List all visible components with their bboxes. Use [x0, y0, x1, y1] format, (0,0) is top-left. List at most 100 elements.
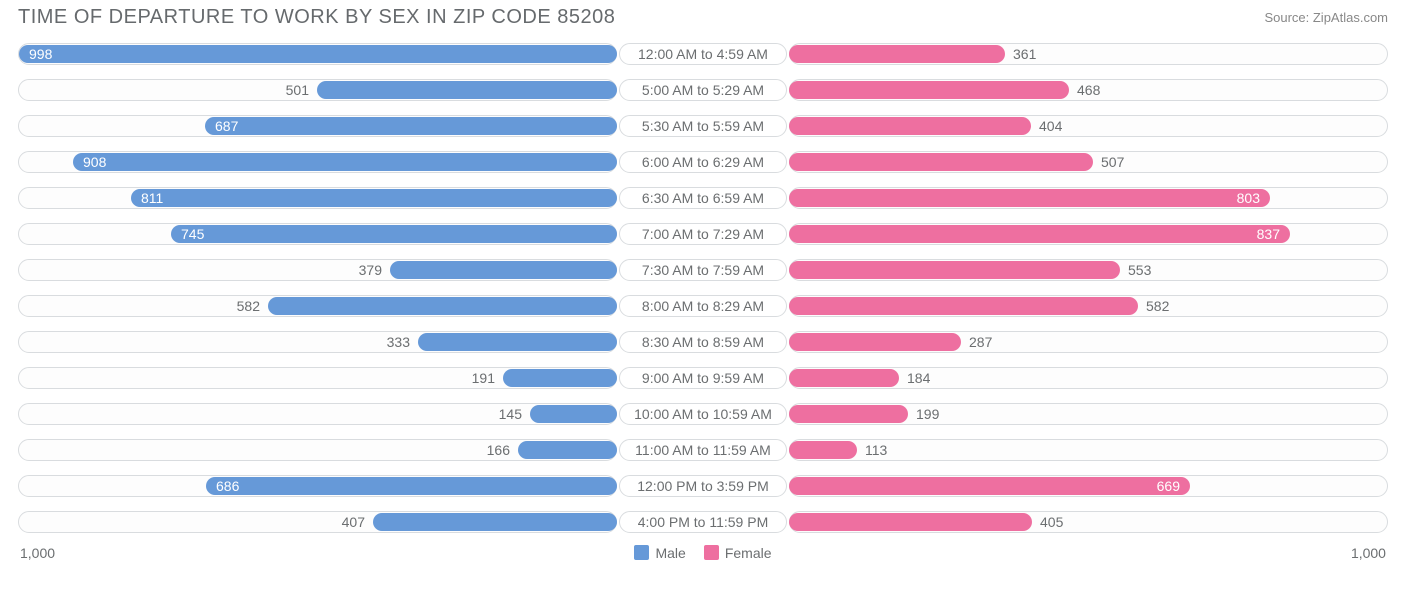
value-male: 686 — [216, 471, 243, 501]
track-left — [18, 403, 617, 425]
chart-row: 501 468 5:00 AM to 5:29 AM — [18, 75, 1388, 105]
chart-row: 998 361 12:00 AM to 4:59 AM — [18, 39, 1388, 69]
axis-left-label: 1,000 — [20, 545, 55, 561]
category-pill: 12:00 PM to 3:59 PM — [619, 475, 787, 497]
value-female: 803 — [1233, 183, 1260, 213]
value-female: 468 — [1077, 75, 1100, 105]
chart-row: 145 199 10:00 AM to 10:59 AM — [18, 399, 1388, 429]
bar-female — [789, 405, 908, 423]
title-row: TIME OF DEPARTURE TO WORK BY SEX IN ZIP … — [0, 0, 1406, 39]
legend-label-male: Male — [655, 545, 685, 561]
bar-female — [789, 369, 899, 387]
category-pill: 9:00 AM to 9:59 AM — [619, 367, 787, 389]
value-female: 507 — [1101, 147, 1124, 177]
category-pill: 5:30 AM to 5:59 AM — [619, 115, 787, 137]
value-female: 837 — [1253, 219, 1280, 249]
bar-male — [268, 297, 617, 315]
value-female: 113 — [865, 435, 887, 465]
bar-male — [19, 45, 617, 63]
value-female: 361 — [1013, 39, 1036, 69]
value-male: 998 — [29, 39, 56, 69]
value-male: 582 — [237, 291, 260, 321]
category-pill: 8:30 AM to 8:59 AM — [619, 331, 787, 353]
chart-row: 333 287 8:30 AM to 8:59 AM — [18, 327, 1388, 357]
bar-male — [73, 153, 617, 171]
chart-title: TIME OF DEPARTURE TO WORK BY SEX IN ZIP … — [18, 6, 615, 29]
legend-swatch-female — [704, 545, 719, 560]
bar-male — [131, 189, 617, 207]
bar-male — [205, 117, 617, 135]
category-pill: 4:00 PM to 11:59 PM — [619, 511, 787, 533]
bar-female — [789, 189, 1270, 207]
bar-female — [789, 81, 1069, 99]
value-female: 582 — [1146, 291, 1169, 321]
legend-label-female: Female — [725, 545, 772, 561]
bar-female — [789, 261, 1120, 279]
value-female: 553 — [1128, 255, 1151, 285]
bar-male — [171, 225, 617, 243]
category-pill: 7:00 AM to 7:29 AM — [619, 223, 787, 245]
value-male: 811 — [141, 183, 167, 213]
value-female: 199 — [916, 399, 939, 429]
value-male: 687 — [215, 111, 242, 141]
value-male: 407 — [342, 507, 365, 537]
category-pill: 7:30 AM to 7:59 AM — [619, 259, 787, 281]
chart-row: 582 582 8:00 AM to 8:29 AM — [18, 291, 1388, 321]
category-pill: 11:00 AM to 11:59 AM — [619, 439, 787, 461]
bar-male — [317, 81, 617, 99]
value-male: 908 — [83, 147, 110, 177]
bar-male — [206, 477, 617, 495]
value-male: 191 — [472, 363, 495, 393]
bar-female — [789, 45, 1005, 63]
value-male: 145 — [499, 399, 522, 429]
category-pill: 8:00 AM to 8:29 AM — [619, 295, 787, 317]
chart-row: 407 405 4:00 PM to 11:59 PM — [18, 507, 1388, 537]
bar-female — [789, 297, 1138, 315]
axis-right-label: 1,000 — [1351, 545, 1386, 561]
bar-male — [530, 405, 617, 423]
value-male: 379 — [359, 255, 382, 285]
legend-item-male: Male — [634, 545, 685, 561]
legend-item-female: Female — [704, 545, 772, 561]
category-pill: 12:00 AM to 4:59 AM — [619, 43, 787, 65]
chart-row: 686 669 12:00 PM to 3:59 PM — [18, 471, 1388, 501]
chart-row: 166 113 11:00 AM to 11:59 AM — [18, 435, 1388, 465]
value-male: 333 — [387, 327, 410, 357]
value-female: 184 — [907, 363, 930, 393]
bar-female — [789, 513, 1032, 531]
value-female: 287 — [969, 327, 992, 357]
category-pill: 6:30 AM to 6:59 AM — [619, 187, 787, 209]
chart-row: 191 184 9:00 AM to 9:59 AM — [18, 363, 1388, 393]
bar-female — [789, 441, 857, 459]
legend-swatch-male — [634, 545, 649, 560]
axis-row: 1,000 Male Female 1,000 — [0, 543, 1406, 571]
bar-male — [518, 441, 617, 459]
chart-container: TIME OF DEPARTURE TO WORK BY SEX IN ZIP … — [0, 0, 1406, 571]
category-pill: 6:00 AM to 6:29 AM — [619, 151, 787, 173]
category-pill: 10:00 AM to 10:59 AM — [619, 403, 787, 425]
bar-female — [789, 333, 961, 351]
source-attribution: Source: ZipAtlas.com — [1264, 10, 1388, 25]
chart-rows: 998 361 12:00 AM to 4:59 AM 501 468 5:00 AM t… — [0, 39, 1406, 537]
value-male: 501 — [286, 75, 309, 105]
value-female: 404 — [1039, 111, 1062, 141]
value-male: 745 — [181, 219, 208, 249]
value-female: 405 — [1040, 507, 1063, 537]
chart-row: 908 507 6:00 AM to 6:29 AM — [18, 147, 1388, 177]
bar-female — [789, 153, 1093, 171]
category-pill: 5:00 AM to 5:29 AM — [619, 79, 787, 101]
chart-row: 745 837 7:00 AM to 7:29 AM — [18, 219, 1388, 249]
bar-male — [373, 513, 617, 531]
bar-female — [789, 225, 1290, 243]
bar-female — [789, 477, 1190, 495]
bar-male — [418, 333, 617, 351]
chart-row: 379 553 7:30 AM to 7:59 AM — [18, 255, 1388, 285]
chart-row: 687 404 5:30 AM to 5:59 AM — [18, 111, 1388, 141]
value-female: 669 — [1153, 471, 1180, 501]
legend: Male Female — [634, 545, 771, 561]
chart-row: 811 803 6:30 AM to 6:59 AM — [18, 183, 1388, 213]
bar-male — [503, 369, 617, 387]
bar-male — [390, 261, 617, 279]
value-male: 166 — [487, 435, 510, 465]
bar-female — [789, 117, 1031, 135]
